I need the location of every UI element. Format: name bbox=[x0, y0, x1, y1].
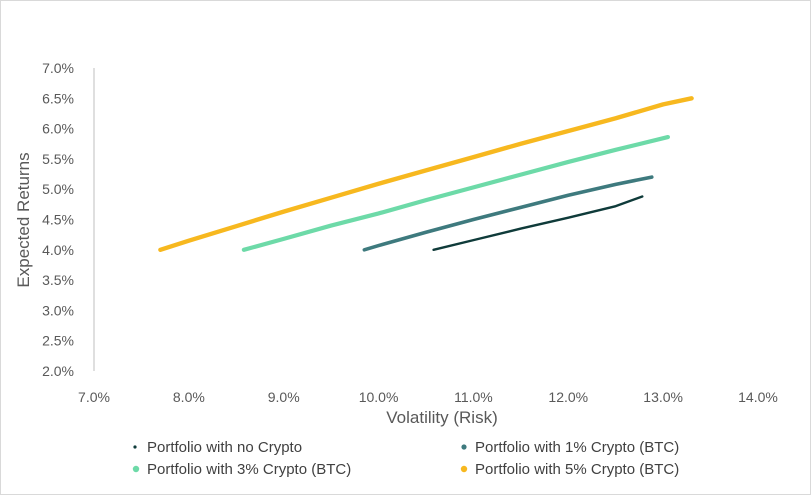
legend-label-3pct-crypto: Portfolio with 3% Crypto (BTC) bbox=[147, 461, 351, 478]
y-tick-label: 3.0% bbox=[42, 302, 74, 318]
y-tick-label: 7.0% bbox=[42, 60, 74, 76]
legend-marker-no-crypto bbox=[133, 445, 137, 449]
y-tick-label: 4.0% bbox=[42, 242, 74, 258]
y-tick-label: 2.0% bbox=[42, 363, 74, 379]
x-tick-label: 14.0% bbox=[738, 389, 778, 405]
x-tick-label: 7.0% bbox=[78, 389, 110, 405]
x-tick-label: 10.0% bbox=[359, 389, 399, 405]
legend-item-1pct-crypto: Portfolio with 1% Crypto (BTC) bbox=[461, 439, 679, 456]
legend-marker-3pct-crypto bbox=[132, 465, 140, 473]
series-layer bbox=[158, 96, 694, 253]
legend-label-no-crypto: Portfolio with no Crypto bbox=[147, 439, 302, 456]
legend: Portfolio with no Crypto Portfolio with … bbox=[132, 439, 679, 478]
y-tick-label: 4.5% bbox=[42, 212, 74, 228]
series-5pct-crypto-line bbox=[158, 96, 694, 253]
legend-item-5pct-crypto: Portfolio with 5% Crypto (BTC) bbox=[460, 461, 679, 478]
y-tick-label: 2.5% bbox=[42, 333, 74, 349]
x-axis-title: Volatility (Risk) bbox=[386, 408, 497, 427]
y-tick-label: 6.0% bbox=[42, 121, 74, 137]
legend-label-5pct-crypto: Portfolio with 5% Crypto (BTC) bbox=[475, 461, 679, 478]
x-tick-label: 12.0% bbox=[548, 389, 588, 405]
y-tick-label: 3.5% bbox=[42, 272, 74, 288]
series-no-crypto-line bbox=[432, 195, 644, 252]
legend-item-3pct-crypto: Portfolio with 3% Crypto (BTC) bbox=[132, 461, 351, 478]
y-tick-label: 5.0% bbox=[42, 181, 74, 197]
y-axis-title: Expected Returns bbox=[14, 152, 33, 287]
x-tick-labels: 7.0% 8.0% 9.0% 10.0% 11.0% 12.0% 13.0% 14.0% bbox=[78, 389, 778, 405]
x-tick-label: 9.0% bbox=[268, 389, 300, 405]
x-tick-label: 11.0% bbox=[454, 389, 493, 405]
y-tick-label: 5.5% bbox=[42, 151, 74, 167]
y-tick-label: 6.5% bbox=[42, 90, 74, 106]
legend-marker-5pct-crypto bbox=[460, 465, 468, 473]
legend-item-no-crypto: Portfolio with no Crypto bbox=[133, 439, 302, 456]
x-tick-label: 8.0% bbox=[173, 389, 205, 405]
series-1pct-crypto-line bbox=[362, 175, 654, 252]
y-tick-labels: 2.0% 2.5% 3.0% 3.5% 4.0% 4.5% 5.0% 5.5% 6.0% 6.5%… bbox=[42, 60, 74, 379]
legend-label-1pct-crypto: Portfolio with 1% Crypto (BTC) bbox=[475, 439, 679, 456]
legend-marker-1pct-crypto bbox=[461, 444, 467, 450]
x-tick-label: 13.0% bbox=[643, 389, 683, 405]
series-3pct-crypto-line bbox=[241, 134, 670, 252]
